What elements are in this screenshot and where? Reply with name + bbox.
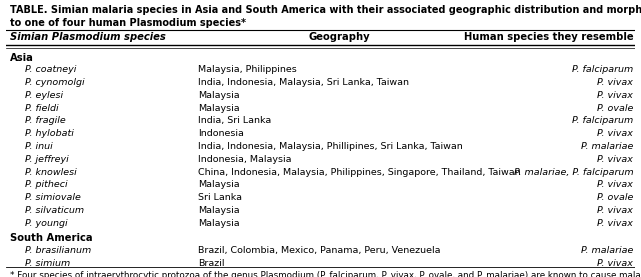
Text: P. pitheci: P. pitheci [25,180,68,189]
Text: P. vivax: P. vivax [597,180,633,189]
Text: Asia: Asia [10,53,33,63]
Text: P. youngi: P. youngi [25,219,68,228]
Text: China, Indonesia, Malaysia, Philippines, Singapore, Thailand, Taiwan: China, Indonesia, Malaysia, Philippines,… [198,168,520,176]
Text: South America: South America [10,233,92,243]
Text: Indonesia, Malaysia: Indonesia, Malaysia [198,155,292,164]
Text: Malaysia: Malaysia [198,206,240,215]
Text: P. silvaticum: P. silvaticum [25,206,85,215]
Text: India, Indonesia, Malaysia, Sri Lanka, Taiwan: India, Indonesia, Malaysia, Sri Lanka, T… [198,78,409,87]
Text: Malaysia: Malaysia [198,219,240,228]
Text: P. vivax: P. vivax [597,155,633,164]
Text: P. ovale: P. ovale [597,193,633,202]
Text: P. vivax: P. vivax [597,91,633,100]
Text: India, Sri Lanka: India, Sri Lanka [198,117,271,125]
Text: Malaysia: Malaysia [198,180,240,189]
Text: P. hylobati: P. hylobati [25,129,74,138]
Text: Simian Plasmodium species: Simian Plasmodium species [10,32,165,42]
Text: P. coatneyi: P. coatneyi [25,65,77,75]
Text: India, Indonesia, Malaysia, Phillipines, Sri Lanka, Taiwan: India, Indonesia, Malaysia, Phillipines,… [198,142,463,151]
Text: Geography: Geography [308,32,370,42]
Text: P. falciparum: P. falciparum [572,65,633,75]
Text: P. vivax: P. vivax [597,259,633,268]
Text: Brazil: Brazil [198,259,224,268]
Text: Sri Lanka: Sri Lanka [198,193,242,202]
Text: P. vivax: P. vivax [597,206,633,215]
Text: P. vivax: P. vivax [597,219,633,228]
Text: P. jeffreyi: P. jeffreyi [25,155,69,164]
Text: P. cynomolgi: P. cynomolgi [25,78,85,87]
Text: P. vivax: P. vivax [597,78,633,87]
Text: P. eylesi: P. eylesi [25,91,63,100]
Text: P. falciparum: P. falciparum [572,117,633,125]
Text: P. fieldi: P. fieldi [25,104,59,113]
Text: * Four species of intraerythrocytic protozoa of the genus Plasmodium (P. falcipa: * Four species of intraerythrocytic prot… [10,271,641,277]
Text: P. malariae: P. malariae [581,246,633,255]
Text: Brazil, Colombia, Mexico, Panama, Peru, Venezuela: Brazil, Colombia, Mexico, Panama, Peru, … [198,246,440,255]
Text: P. fragile: P. fragile [25,117,66,125]
Text: P. knowlesi: P. knowlesi [25,168,77,176]
Text: P. ovale: P. ovale [597,104,633,113]
Text: P. malariae, P. falciparum: P. malariae, P. falciparum [513,168,633,176]
Text: P. brasilianum: P. brasilianum [25,246,92,255]
Text: Malaysia, Philippines: Malaysia, Philippines [198,65,297,75]
Text: Malaysia: Malaysia [198,91,240,100]
Text: Malaysia: Malaysia [198,104,240,113]
Text: P. malariae: P. malariae [581,142,633,151]
Text: Human species they resemble: Human species they resemble [463,32,633,42]
Text: TABLE. Simian malaria species in Asia and South America with their associated ge: TABLE. Simian malaria species in Asia an… [10,6,641,16]
Text: P. vivax: P. vivax [597,129,633,138]
Text: to one of four human Plasmodium species*: to one of four human Plasmodium species* [10,18,246,28]
Text: P. simium: P. simium [25,259,71,268]
Text: P. inui: P. inui [25,142,53,151]
Text: P. simiovale: P. simiovale [25,193,81,202]
Text: Indonesia: Indonesia [198,129,244,138]
